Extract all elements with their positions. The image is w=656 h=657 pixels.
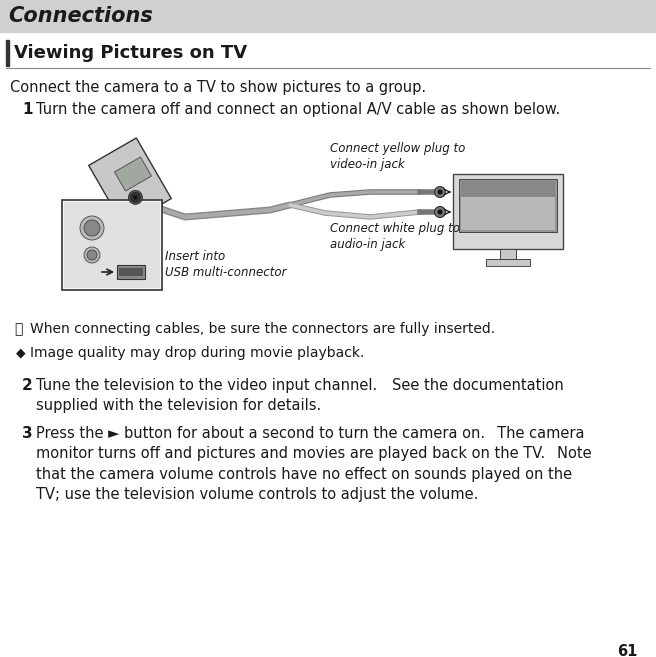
Circle shape	[438, 189, 443, 194]
Text: Connect white plug to
audio-in jack: Connect white plug to audio-in jack	[330, 222, 460, 251]
Bar	[0, 0, 656, 32]
Circle shape	[84, 247, 100, 263]
Text: Turn the camera off and connect an optional A/V cable as shown below.: Turn the camera off and connect an optio…	[36, 102, 560, 117]
Text: Connect yellow plug to
video-in jack: Connect yellow plug to video-in jack	[330, 142, 465, 171]
Bar	[459, 179, 557, 232]
Bar	[500, 249, 516, 259]
Text: When connecting cables, be sure the connectors are fully inserted.: When connecting cables, be sure the conn…	[30, 322, 495, 336]
Circle shape	[129, 191, 142, 204]
Circle shape	[87, 250, 97, 260]
Text: Connections: Connections	[8, 6, 153, 26]
Text: Viewing Pictures on TV: Viewing Pictures on TV	[14, 44, 247, 62]
Circle shape	[434, 206, 445, 217]
Polygon shape	[89, 138, 171, 226]
Bar	[117, 265, 145, 279]
Text: 2: 2	[22, 378, 33, 393]
Circle shape	[434, 187, 445, 198]
Bar	[62, 200, 162, 290]
Text: Image quality may drop during movie playback.: Image quality may drop during movie play…	[30, 346, 364, 360]
Text: Press the ► button for about a second to turn the camera on.  The camera
monitor: Press the ► button for about a second to…	[36, 426, 592, 502]
Polygon shape	[115, 157, 152, 191]
Text: ◆: ◆	[16, 346, 26, 359]
Text: 3: 3	[22, 426, 33, 441]
Circle shape	[84, 220, 100, 236]
Bar	[64, 202, 160, 288]
Circle shape	[438, 210, 443, 214]
Bar	[486, 259, 530, 266]
Bar	[6, 40, 9, 66]
Bar	[453, 174, 563, 249]
Circle shape	[133, 195, 137, 199]
Bar	[119, 268, 143, 276]
Bar	[461, 181, 555, 230]
Text: Tune the television to the video input channel.  See the documentation
supplied : Tune the television to the video input c…	[36, 378, 564, 413]
Text: 61: 61	[617, 644, 637, 657]
Text: ⓘ: ⓘ	[14, 322, 22, 336]
Circle shape	[131, 193, 140, 202]
Text: Connect the camera to a TV to show pictures to a group.: Connect the camera to a TV to show pictu…	[10, 80, 426, 95]
Circle shape	[80, 216, 104, 240]
Bar	[461, 181, 555, 197]
Text: Insert into
USB multi-connector: Insert into USB multi-connector	[165, 250, 287, 279]
Text: 1: 1	[22, 102, 33, 117]
